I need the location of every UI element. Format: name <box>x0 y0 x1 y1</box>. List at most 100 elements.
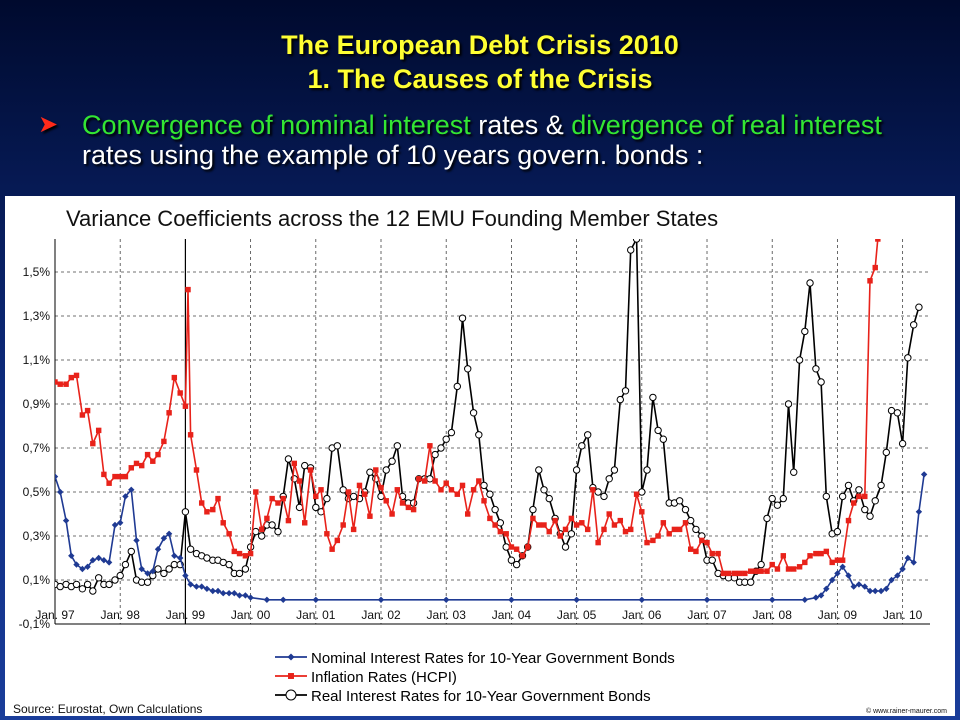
data-point <box>769 596 776 603</box>
chart-legend: Nominal Interest Rates for 10-Year Gover… <box>275 650 675 705</box>
data-point <box>725 570 732 577</box>
data-point <box>117 473 123 480</box>
data-point <box>121 560 130 569</box>
data-point <box>235 569 244 578</box>
data-point <box>904 554 912 562</box>
data-point <box>79 412 86 418</box>
data-point <box>186 545 195 553</box>
data-point <box>112 473 118 480</box>
data-point <box>839 557 846 563</box>
data-point <box>817 592 825 599</box>
data-point <box>844 481 853 490</box>
data-point <box>659 435 668 443</box>
data-point <box>513 546 520 552</box>
x-tick-label: Jan. 98 <box>101 608 141 622</box>
data-point <box>628 526 634 533</box>
data-point <box>806 279 814 287</box>
data-point <box>508 544 515 550</box>
data-point <box>606 511 612 517</box>
data-point <box>333 442 342 450</box>
data-point <box>154 546 162 553</box>
data-point <box>84 407 91 414</box>
data-point <box>583 431 592 439</box>
data-point <box>253 489 259 495</box>
series-diamond <box>55 471 928 603</box>
data-point <box>503 531 509 537</box>
data-point <box>106 480 112 486</box>
x-tick-label: Jan. 05 <box>557 608 597 622</box>
data-point <box>367 513 373 519</box>
data-point <box>373 467 379 473</box>
data-point <box>486 490 494 498</box>
data-point <box>389 511 395 517</box>
data-point <box>263 596 271 603</box>
data-point <box>350 526 357 533</box>
bullet-text: Convergence of nominal interest rates & … <box>82 110 942 170</box>
data-point <box>79 565 86 573</box>
data-point <box>742 570 748 577</box>
data-point <box>519 553 526 559</box>
data-point <box>643 466 651 474</box>
data-point <box>111 576 119 584</box>
data-point <box>610 466 619 474</box>
data-point <box>62 517 70 524</box>
data-point <box>459 482 466 489</box>
y-tick-label: 0,9% <box>23 397 51 411</box>
data-point <box>161 438 167 445</box>
data-point <box>340 522 346 528</box>
data-point <box>875 239 881 242</box>
y-tick-label: 0,7% <box>23 441 51 455</box>
data-point <box>247 550 254 557</box>
legend-entry: Inflation Rates (HCPI) <box>275 669 457 686</box>
data-point <box>807 553 813 559</box>
data-point <box>133 460 140 467</box>
data-point <box>94 574 103 582</box>
x-tick-label: Jan. 00 <box>231 608 271 622</box>
data-point <box>595 539 601 546</box>
data-point <box>492 522 498 528</box>
data-point <box>813 550 819 557</box>
data-point <box>252 527 260 536</box>
slide-title: The European Debt Crisis 2010 <box>281 30 679 60</box>
data-point <box>101 471 107 478</box>
data-point <box>95 554 102 562</box>
data-point <box>704 539 710 546</box>
data-point <box>313 493 319 500</box>
data-point <box>915 303 923 311</box>
data-point <box>681 505 690 514</box>
data-point <box>833 527 842 536</box>
data-point <box>692 525 700 534</box>
data-point <box>720 570 727 577</box>
data-point <box>605 475 613 483</box>
data-point <box>285 689 297 701</box>
data-point <box>773 501 782 509</box>
y-tick-label: 0,1% <box>23 573 51 587</box>
data-point <box>73 561 80 568</box>
x-tick-label: Jan. 08 <box>753 608 793 622</box>
data-point <box>872 587 879 595</box>
data-point <box>469 409 478 417</box>
data-point <box>530 515 536 522</box>
data-point <box>812 365 820 373</box>
data-point <box>508 596 515 603</box>
data-point <box>361 491 368 497</box>
data-point <box>557 533 564 539</box>
data-point <box>426 475 434 483</box>
data-point <box>242 553 249 559</box>
data-point <box>871 497 879 505</box>
data-point <box>182 403 189 409</box>
data-point <box>155 451 161 458</box>
data-point <box>512 560 521 569</box>
data-point <box>187 581 194 588</box>
chart-title: Variance Coefficients across the 12 EMU … <box>66 206 718 231</box>
data-point <box>176 554 184 562</box>
y-tick-label: 0,5% <box>23 485 51 499</box>
data-point <box>105 580 113 589</box>
bullet-segment-example: rates using the example of 10 years gove… <box>82 140 704 170</box>
chart-credit: © www.rainer-maurer.com <box>866 707 947 715</box>
data-point <box>649 393 657 402</box>
data-point <box>339 486 347 494</box>
data-point <box>893 409 902 417</box>
data-point <box>241 565 250 573</box>
data-point <box>55 379 58 385</box>
